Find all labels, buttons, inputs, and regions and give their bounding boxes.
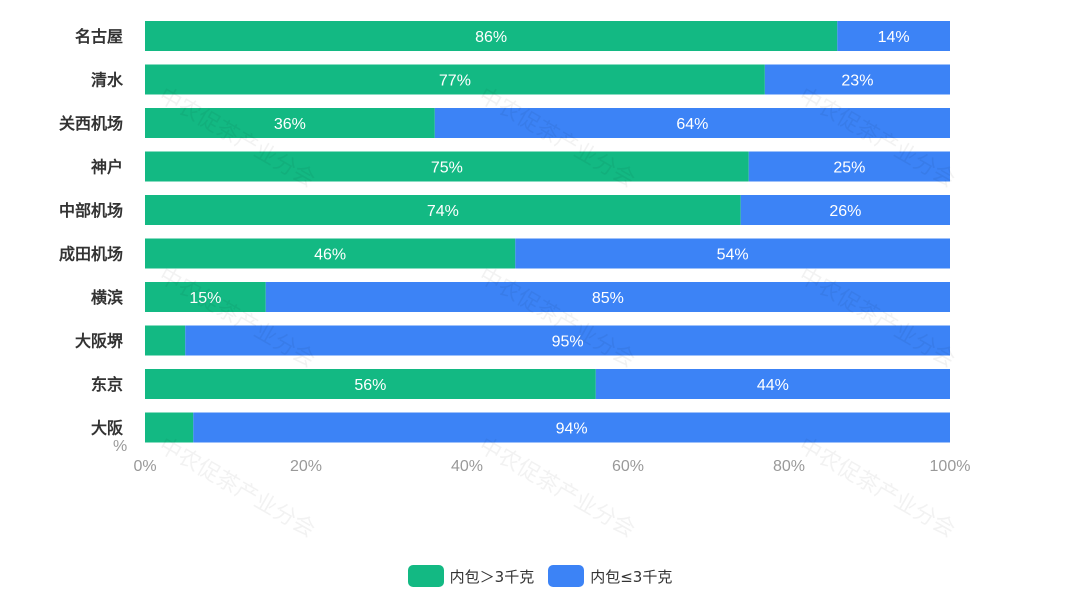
bar-segment-series-1[interactable]	[145, 108, 435, 138]
bar-segment-series-1[interactable]	[145, 195, 741, 225]
bar-segment-series-1[interactable]	[145, 412, 194, 443]
x-axis-tick-label: 80%	[773, 458, 805, 475]
x-axis-tick-label: 60%	[612, 458, 644, 475]
bar-segment-series-2[interactable]	[265, 282, 950, 312]
x-axis-unit-label: %	[113, 438, 127, 455]
bar-segment-series-2[interactable]	[748, 151, 950, 182]
bar-data-label: 54%	[717, 247, 749, 264]
legend-swatch-series-1	[407, 565, 444, 587]
bar-data-label: 46%	[314, 247, 346, 264]
bar-segment-series-2[interactable]	[185, 325, 950, 356]
category-label: 大阪	[91, 419, 124, 438]
bar-data-label: 14%	[878, 29, 910, 46]
bar-data-label: 86%	[475, 29, 507, 46]
bar-segment-series-2[interactable]	[764, 64, 950, 95]
legend-label-series-2: 内包≤3千克	[590, 567, 673, 586]
bar-data-label: 26%	[829, 203, 861, 220]
stacked-bar-chart: 名古屋 86% 14% 清水 77% 23% 关西机场 36% 64% 神户 75% 25% 中部机场 7…	[59, 21, 971, 475]
category-label: 关西机场	[59, 114, 123, 133]
x-axis-tick-label: 0%	[133, 458, 156, 475]
bar-segment-series-2[interactable]	[595, 369, 950, 399]
legend-swatch-series-2	[548, 565, 585, 587]
bar-data-label: 56%	[354, 377, 386, 394]
category-label: 清水	[91, 71, 124, 90]
bar-data-label: 74%	[427, 203, 459, 220]
x-axis-tick-label: 20%	[290, 458, 322, 475]
bar-segment-series-1[interactable]	[145, 21, 838, 51]
bar-segment-series-1[interactable]	[145, 369, 596, 399]
bar-data-label: 15%	[189, 290, 221, 307]
legend-item-series-2[interactable]: 内包≤3千克	[548, 565, 672, 587]
bar-data-label: 44%	[757, 377, 789, 394]
legend-label-series-1: 内包＞3千克	[449, 567, 535, 586]
bar-segment-series-2[interactable]	[740, 195, 950, 225]
bar-segment-series-1[interactable]	[145, 325, 186, 356]
chart-legend: 内包＞3千克 内包≤3千克	[0, 565, 1080, 587]
category-label: 横滨	[91, 288, 123, 307]
x-axis-tick-label: 100%	[930, 458, 971, 475]
bar-segment-series-2[interactable]	[837, 21, 950, 51]
category-label: 名古屋	[75, 27, 123, 46]
bar-data-label: 25%	[833, 160, 865, 177]
bar-segment-series-2[interactable]	[193, 412, 951, 443]
bar-data-label: 77%	[439, 73, 471, 90]
bar-data-label: 23%	[841, 73, 873, 90]
x-axis-tick-label: 40%	[451, 458, 483, 475]
category-label: 成田机场	[59, 245, 123, 264]
category-label: 神户	[91, 158, 123, 177]
category-label: 中部机场	[59, 201, 123, 220]
category-label: 东京	[91, 375, 123, 394]
bar-data-label: 75%	[431, 160, 463, 177]
bar-segment-series-2[interactable]	[515, 238, 950, 269]
bar-data-label: 94%	[556, 421, 588, 438]
bar-segment-series-1[interactable]	[145, 238, 516, 269]
legend-item-series-1[interactable]: 内包＞3千克	[407, 565, 535, 587]
bar-segment-series-1[interactable]	[145, 64, 765, 95]
bar-segment-series-1[interactable]	[145, 282, 266, 312]
bar-segment-series-2[interactable]	[434, 108, 950, 138]
bar-data-label: 64%	[676, 116, 708, 133]
bar-data-label: 36%	[274, 116, 306, 133]
bar-data-label: 95%	[552, 334, 584, 351]
bar-segment-series-1[interactable]	[145, 151, 749, 182]
category-label: 大阪堺	[75, 332, 124, 351]
bar-data-label: 85%	[592, 290, 624, 307]
